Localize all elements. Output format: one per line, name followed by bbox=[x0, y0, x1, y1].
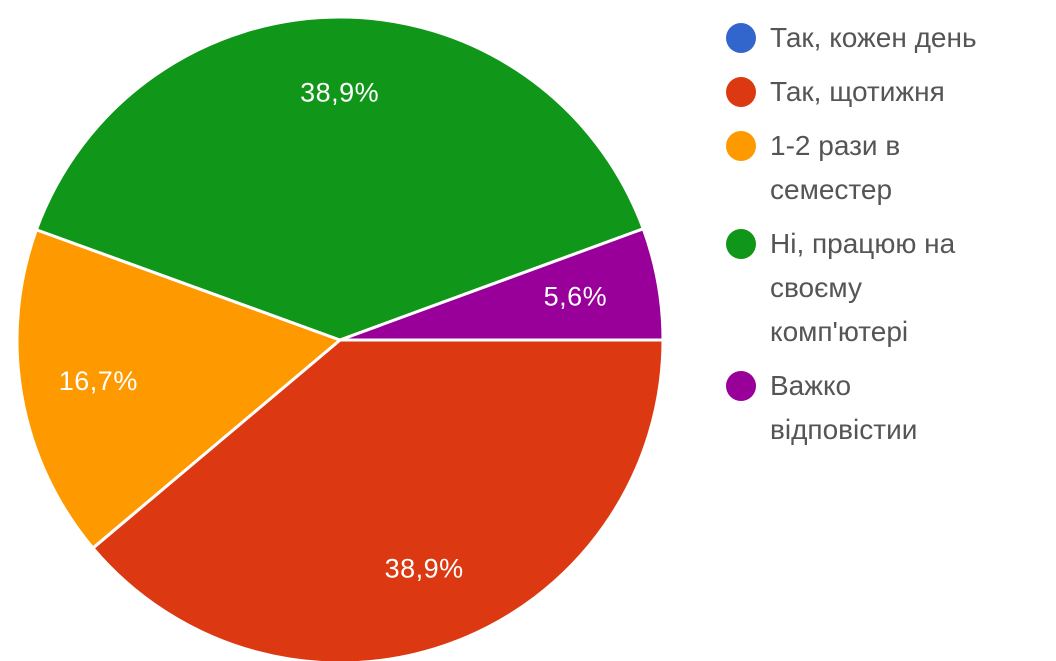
slice-value-label: 16,7% bbox=[59, 366, 138, 396]
pie-slice[interactable] bbox=[34, 15, 645, 342]
legend-label: Важко відповістии bbox=[770, 370, 918, 445]
legend-swatch bbox=[726, 131, 756, 161]
legend-swatch bbox=[726, 229, 756, 259]
slice-value-label: 5,6% bbox=[544, 281, 608, 311]
legend-swatch bbox=[726, 77, 756, 107]
legend-swatch bbox=[726, 23, 756, 53]
slice-value-label: 38,9% bbox=[385, 554, 464, 584]
pie-slice[interactable] bbox=[15, 228, 342, 550]
legend-item-per-semester[interactable]: 1-2 рази в семестер bbox=[726, 128, 1046, 212]
pie-slice[interactable] bbox=[91, 338, 665, 661]
legend-item-own-computer[interactable]: Ні, працюю на своєму комп'ютері bbox=[726, 226, 1046, 354]
pie-chart-svg: 38,9% 16,7% 38,9% 5,6% bbox=[15, 15, 665, 661]
slice-labels: 38,9% 16,7% 38,9% 5,6% bbox=[59, 78, 607, 584]
pie-slice[interactable] bbox=[338, 227, 665, 342]
legend-label: Так, щотижня bbox=[770, 76, 945, 107]
pie-chart: 38,9% 16,7% 38,9% 5,6% bbox=[15, 15, 665, 661]
chart-legend: Так, кожен день Так, щотижня 1-2 рази в … bbox=[726, 20, 1046, 466]
legend-swatch bbox=[726, 371, 756, 401]
slice-value-label: 38,9% bbox=[300, 78, 379, 108]
legend-item-weekly[interactable]: Так, щотижня bbox=[726, 74, 1046, 114]
legend-item-daily[interactable]: Так, кожен день bbox=[726, 20, 1046, 60]
legend-label: Ні, працюю на своєму комп'ютері bbox=[770, 228, 956, 347]
legend-label: 1-2 рази в семестер bbox=[770, 130, 901, 205]
legend-label: Так, кожен день bbox=[770, 22, 977, 53]
legend-item-hard-to-answer[interactable]: Важко відповістии bbox=[726, 368, 1046, 452]
